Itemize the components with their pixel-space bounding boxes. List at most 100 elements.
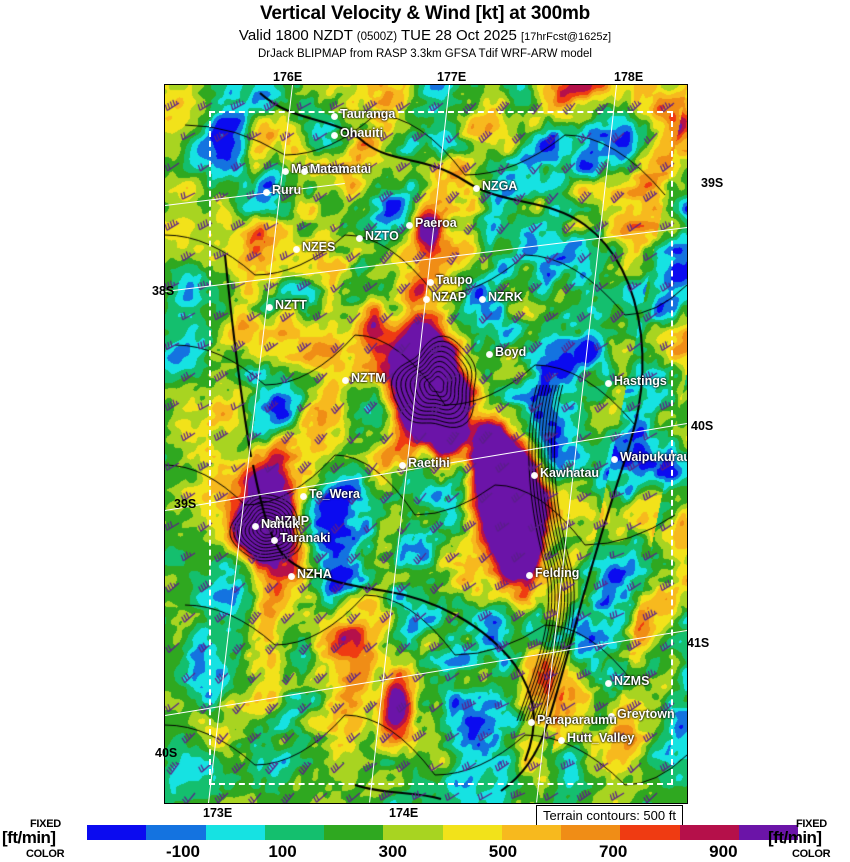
colorbar-tick: 500 — [488, 842, 518, 861]
valid-utc: (0500Z) — [356, 31, 398, 43]
station-label: NZMS — [614, 674, 650, 688]
station-label: NZRK — [488, 290, 523, 304]
station-label: Taranaki — [280, 531, 331, 545]
station-label: NZTM — [351, 371, 386, 385]
axis-tick-label: 40S — [155, 746, 178, 760]
station-dot-icon — [424, 297, 429, 302]
axis-tick-label: 39S — [174, 497, 197, 511]
terrain-contour-note: Terrain contours: 500 ft — [536, 805, 683, 827]
weather-map[interactable]: Tauranga Ohauiti Matamata Matamatai Ruru NZGA… — [164, 84, 688, 804]
station-label: Taupo — [436, 273, 473, 287]
station-dot-icon — [283, 169, 288, 174]
station-dot-icon — [609, 714, 614, 719]
station-dot-icon — [400, 463, 405, 468]
station-dot-icon — [289, 574, 294, 579]
station-label: Hutt_Valley — [567, 731, 635, 745]
page-title: Vertical Velocity & Wind [kt] at 300mb — [259, 3, 591, 24]
axis-tick-label: 38S — [152, 284, 175, 298]
colorbar-segment — [679, 825, 739, 840]
station-label: NZAP — [432, 290, 467, 304]
axis-tick-label: 177E — [437, 70, 467, 84]
colorbar-segment — [264, 825, 324, 840]
station-dot-icon — [253, 524, 258, 529]
station-label: Kawhatau — [540, 466, 600, 480]
colorbar-tick: -100 — [165, 842, 200, 861]
station-label: Waipukurau — [620, 450, 688, 464]
station-label: NZES — [302, 240, 336, 254]
valid-date: TUE 28 Oct 2025 — [400, 27, 517, 44]
station-label: Ruru — [272, 183, 302, 197]
station-dot-icon — [559, 738, 564, 743]
station-label: Paraparaumu — [537, 713, 617, 727]
valid-time-line: Valid 1800 NZDT (0500Z) TUE 28 Oct 2025 … — [0, 27, 850, 46]
colorbar-tick: 900 — [709, 842, 738, 861]
fixed-label-right: FIXED — [796, 818, 827, 830]
station-label: Paeroa — [415, 216, 457, 230]
station-dot-icon — [480, 297, 485, 302]
station-label: Raetihi — [408, 456, 450, 470]
colorbar-label-right: FIXED [ft/min] COLOR — [766, 818, 850, 860]
color-label-right: COLOR — [792, 848, 831, 860]
colorbar-gradient — [87, 825, 798, 840]
model-description: DrJack BLIPMAP from RASP 3.3km GFSA Tdif… — [257, 48, 592, 60]
station-dot-icon — [294, 247, 299, 252]
colorbar-tick-labels: -100 100 300 500 700 900 — [87, 842, 798, 862]
station-label: NZTO — [365, 229, 399, 243]
station-label: NZHA — [297, 567, 332, 581]
station-dot-icon — [264, 190, 269, 195]
colorbar-legend: FIXED [ft/min] COLOR -100 100 300 500 700 900… — [0, 818, 850, 862]
station-dot-icon — [428, 280, 433, 285]
units-label-right: [ft/min] — [768, 828, 822, 847]
station-label: Ohauiti — [340, 126, 384, 140]
station-label: NZTT — [275, 298, 307, 312]
valid-prefix: Valid 1800 NZDT — [238, 27, 353, 44]
forecast-tag: [17hrFcst@1625z] — [521, 31, 612, 43]
station-label: Matamatai — [310, 162, 372, 176]
station-dot-icon — [527, 573, 532, 578]
colorbar-segment — [205, 825, 265, 840]
station-dot-icon — [612, 457, 617, 462]
colorbar-segment — [620, 825, 680, 840]
station-label: Boyd — [495, 345, 527, 359]
station-label: Greytown — [617, 707, 675, 721]
color-label-left: COLOR — [26, 848, 65, 860]
vertical-velocity-field — [165, 85, 687, 803]
axis-tick-label: 176E — [273, 70, 303, 84]
station-label: Tauranga — [340, 107, 396, 121]
colorbar-segment — [442, 825, 502, 840]
station-dot-icon — [267, 305, 272, 310]
station-label: NZNP — [275, 514, 310, 528]
colorbar-tick: 300 — [378, 842, 407, 861]
axis-tick-label: 39S — [701, 176, 724, 190]
station-dot-icon — [357, 236, 362, 241]
title-block: Vertical Velocity & Wind [kt] at 300mb V… — [0, 0, 850, 61]
station-dot-icon — [529, 720, 534, 725]
colorbar-segment — [738, 825, 798, 840]
station-dot-icon — [332, 133, 337, 138]
colorbar-tick: 100 — [268, 842, 297, 861]
station-dot-icon — [487, 352, 492, 357]
colorbar-segment — [87, 825, 147, 840]
station-dot-icon — [301, 494, 306, 499]
axis-tick-label: 40S — [691, 419, 714, 433]
station-dot-icon — [474, 186, 479, 191]
colorbar-segment — [383, 825, 443, 840]
station-dot-icon — [332, 114, 337, 119]
station-dot-icon — [267, 521, 272, 526]
station-dot-icon — [606, 681, 611, 686]
station-dot-icon — [606, 381, 611, 386]
station-label: Hastings — [614, 374, 667, 388]
station-dot-icon — [272, 538, 277, 543]
station-dot-icon — [302, 169, 307, 174]
colorbar-segment — [561, 825, 621, 840]
colorbar-segment — [324, 825, 384, 840]
station-label: Te_Wera — [309, 487, 360, 501]
station-label: Nanuk — [261, 517, 300, 531]
axis-tick-label: 173E — [203, 806, 233, 820]
colorbar-segment — [501, 825, 561, 840]
axis-tick-label: 178E — [614, 70, 644, 84]
station-label: Felding — [535, 566, 580, 580]
station-dot-icon — [407, 223, 412, 228]
fixed-label-left: FIXED — [30, 818, 61, 830]
axis-tick-label: 174E — [389, 806, 419, 820]
